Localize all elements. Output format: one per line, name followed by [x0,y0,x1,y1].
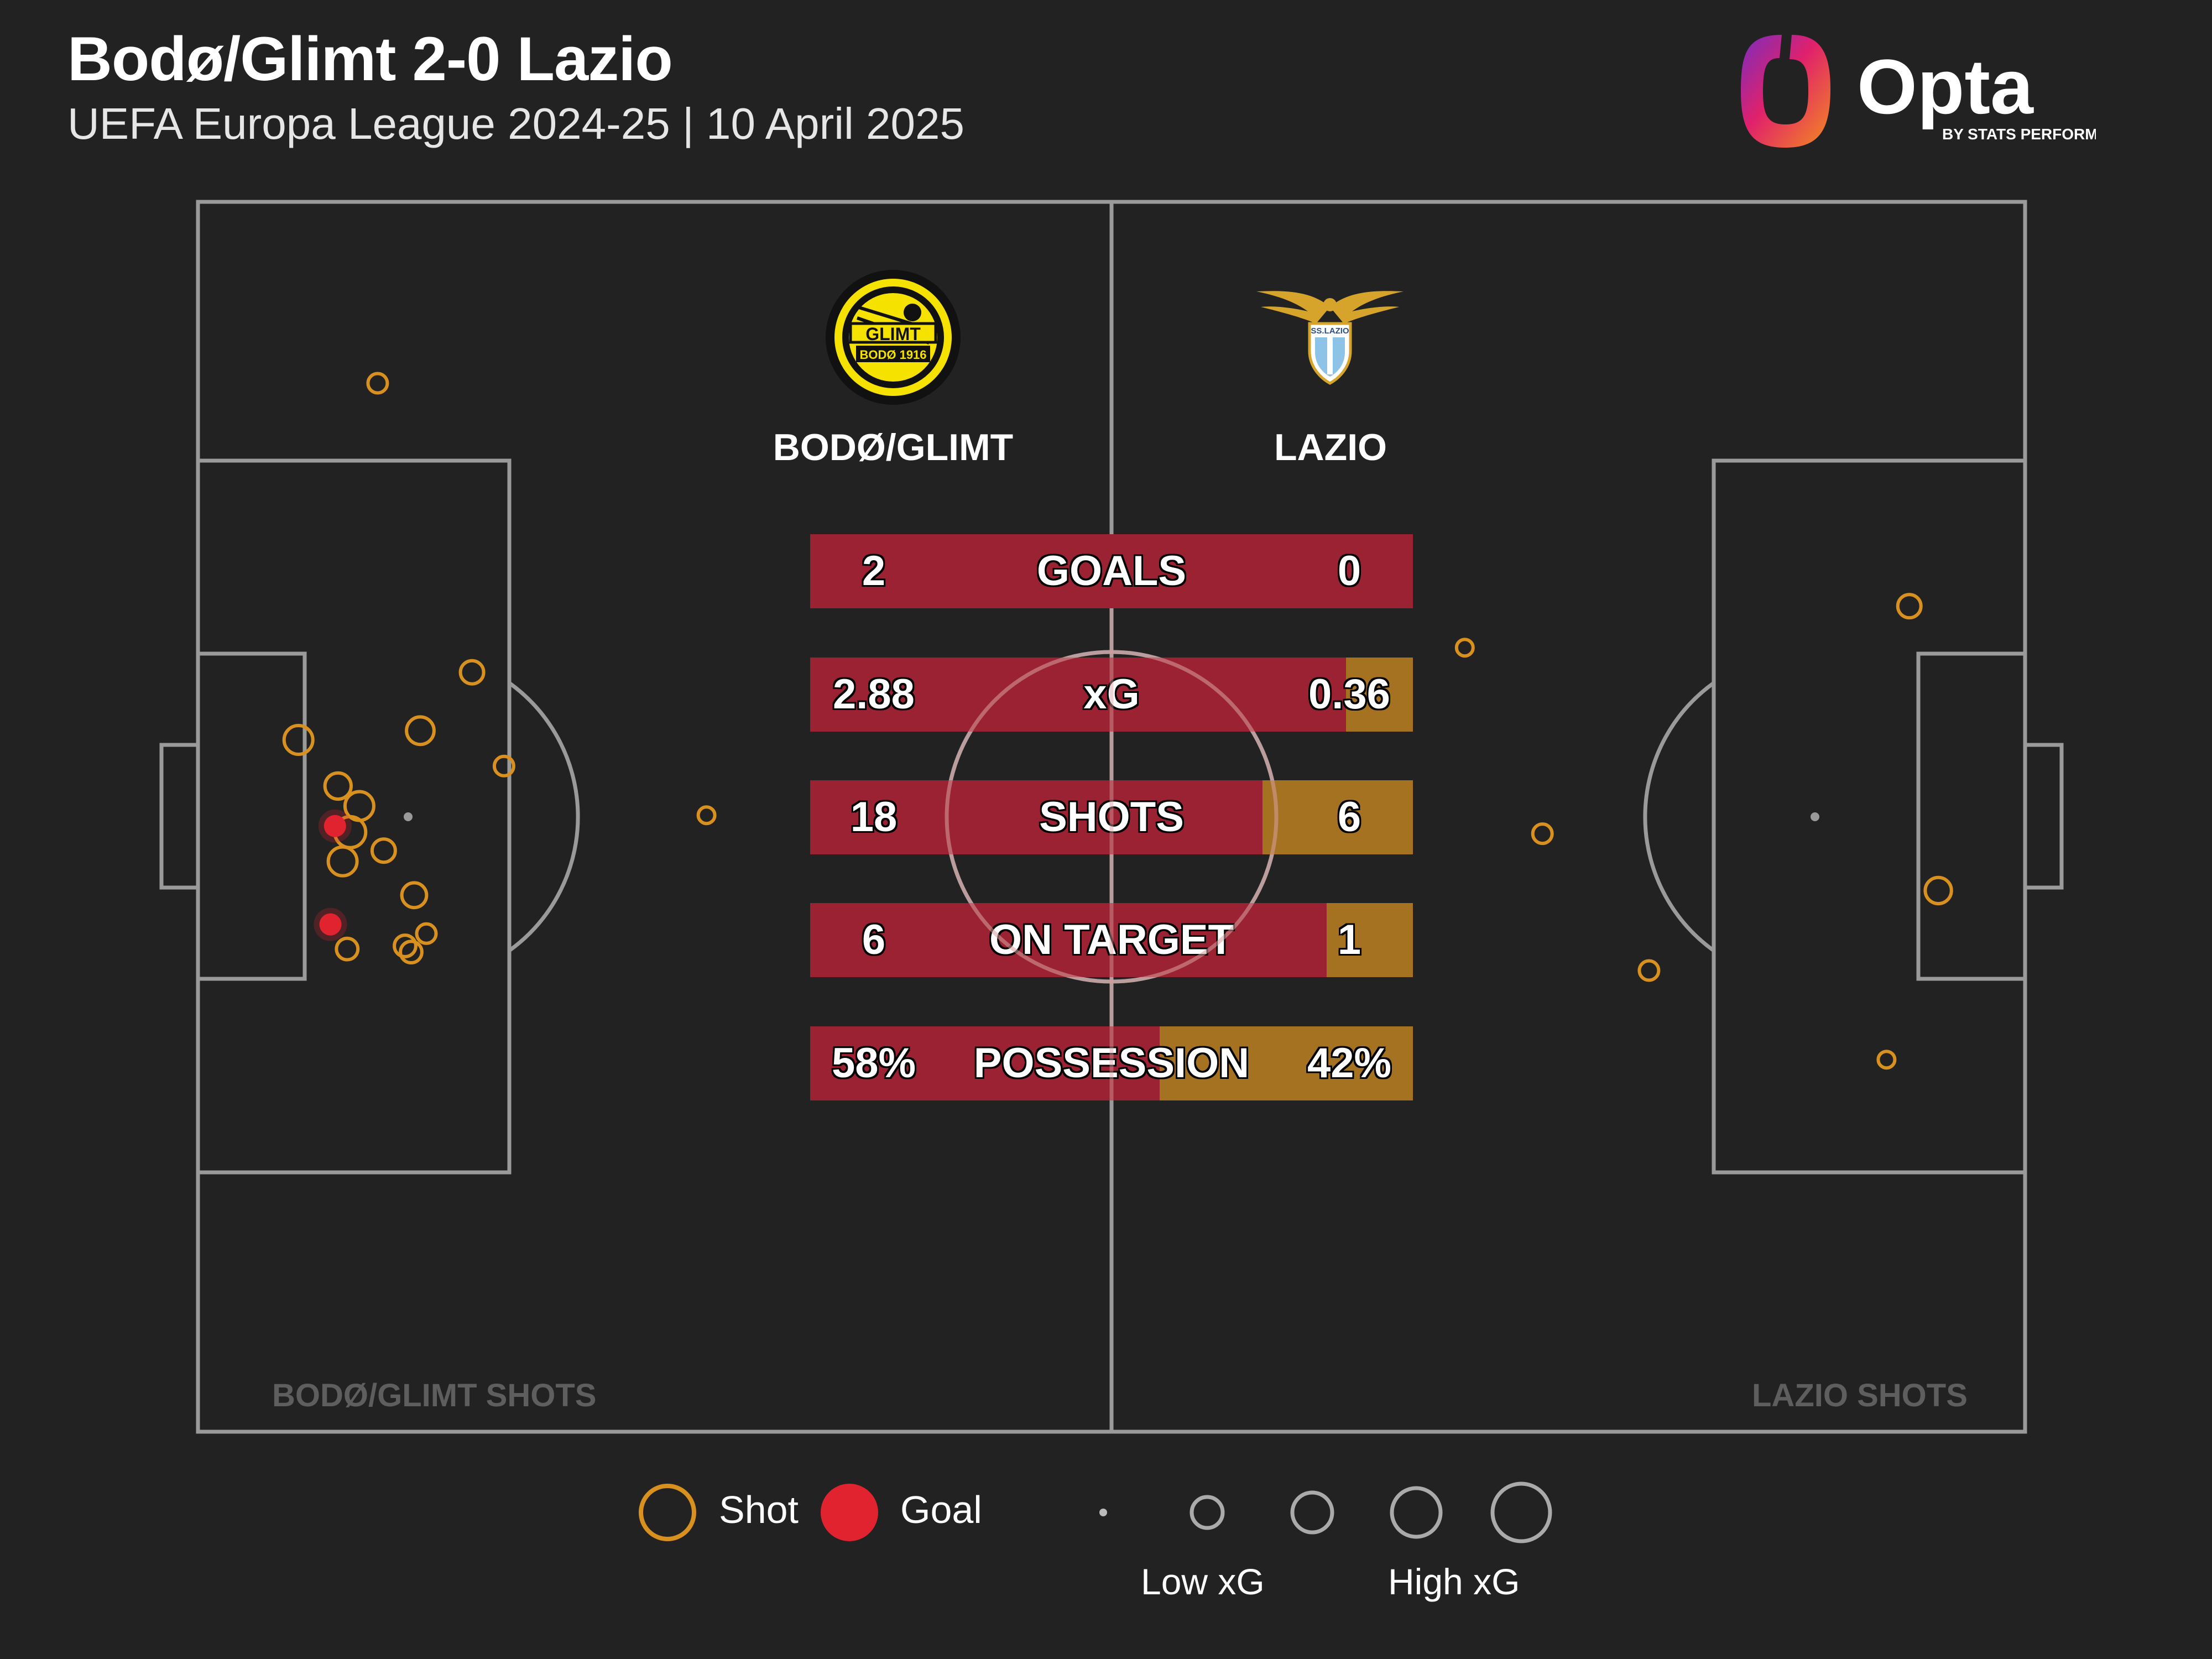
away-shot-marker [1896,593,1923,620]
stat-label: POSSESSION [973,1040,1250,1087]
legend-shot-marker [639,1484,696,1541]
left-goal [159,743,200,890]
shots-layer [282,372,1953,1070]
home-shot-marker [326,845,359,878]
home-shot-marker [370,837,397,864]
home-shot-marker [282,724,315,756]
stat-row-on-target: 6 ON TARGET 1 [810,903,1413,977]
stat-bar-away [1346,658,1413,732]
stat-label: xG [1083,671,1140,718]
stat-away-value: 1 [1337,916,1361,963]
page-subtitle: UEFA Europa League 2024-25 | 10 April 20… [67,99,964,148]
stat-bar-away [1327,903,1413,977]
stat-bar-home [810,1026,1160,1100]
legend-size-marker [1190,1495,1225,1530]
home-shot-marker [415,922,438,945]
home-shot-marker [405,715,436,747]
stat-away-value: 6 [1337,794,1361,841]
lazio-eagle-crest-icon: SS.LAZIO [1256,291,1404,385]
right-penalty-arc [1643,681,1715,952]
legend-size-marker [1390,1486,1443,1539]
home-shots-label: BODØ/GLIMT SHOTS [272,1378,597,1413]
away-shots-label: LAZIO SHOTS [1752,1378,1968,1413]
right-penalty-spot [1811,812,1819,821]
stat-label: SHOTS [1039,794,1184,841]
stat-home-value: 58% [831,1040,916,1087]
opta-logo-icon [1741,35,1830,148]
home-shot-marker [492,754,515,778]
bodo-glimt-crest-icon: GLIMT BODØ 1916 [826,270,961,405]
page-title: Bodø/Glimt 2-0 Lazio [67,24,673,93]
stat-bar-home [810,780,1262,854]
home-shot-marker [696,805,717,826]
opta-logo: Opta BY STATS PERFORM [1741,35,2096,148]
away-shot-marker [1531,822,1554,846]
stat-bar-away [1262,780,1413,854]
stat-home-value: 6 [862,916,886,963]
legend-size-marker [1099,1509,1107,1516]
stat-away-value: 42% [1307,1040,1392,1087]
bodo-crest-text-bottom: BODØ 1916 [859,348,926,362]
stat-bar-home [810,658,1346,732]
left-penalty-spot [404,812,413,821]
stat-bar-home [810,903,1327,977]
away-shot-marker [1637,959,1661,982]
home-shot-marker [400,881,429,910]
bodo-crest-text-top: GLIMT [865,324,921,344]
stat-home-value: 2 [862,547,886,594]
stat-label: GOALS [1036,547,1187,594]
legend-size-marker [1290,1490,1334,1535]
lazio-crest-text: SS.LAZIO [1311,326,1349,336]
left-penalty-arc [508,681,580,952]
stat-row-xg: 2.88 xG 0.36 [810,658,1413,732]
home-shot-marker [458,659,486,686]
home-goal-marker [319,913,342,936]
stat-row-goals: 2 GOALS 0 [810,534,1413,608]
away-shot-marker [1454,638,1475,658]
stat-away-value: 0 [1337,547,1361,594]
opta-tagline: BY STATS PERFORM [1942,126,2096,143]
away-shot-marker [1923,875,1953,906]
stat-row-shots: 18 SHOTS 6 [810,780,1413,854]
home-shot-marker [393,933,418,958]
home-shot-marker [366,372,389,395]
legend-size-scale [1099,1481,1552,1543]
home-shot-marker [335,936,360,962]
stat-home-value: 2.88 [833,671,915,718]
stat-label: ON TARGET [989,916,1234,963]
home-shot-marker [323,771,353,801]
stat-home-value: 18 [850,794,898,841]
home-goal-marker [324,815,346,837]
away-team-name: LAZIO [1274,426,1387,468]
legend-shot-label: Shot [719,1488,799,1531]
legend-size-marker [1490,1481,1552,1543]
stat-row-possession: 58% POSSESSION 42% [810,1026,1413,1100]
legend-goal-label: Goal [900,1488,982,1531]
home-shot-marker [399,940,424,964]
legend-high-xg-label: High xG [1388,1561,1520,1602]
stat-bar-home [810,534,1413,608]
stat-bar-away [1160,1026,1413,1100]
opta-wordmark: Opta [1857,43,2034,130]
away-shot-marker [1876,1050,1897,1070]
legend-low-xg-label: Low xG [1141,1561,1265,1602]
right-goal [2023,743,2064,890]
legend-goal-marker [821,1484,878,1541]
stat-away-value: 0.36 [1308,671,1390,718]
home-team-name: BODØ/GLIMT [773,426,1014,468]
